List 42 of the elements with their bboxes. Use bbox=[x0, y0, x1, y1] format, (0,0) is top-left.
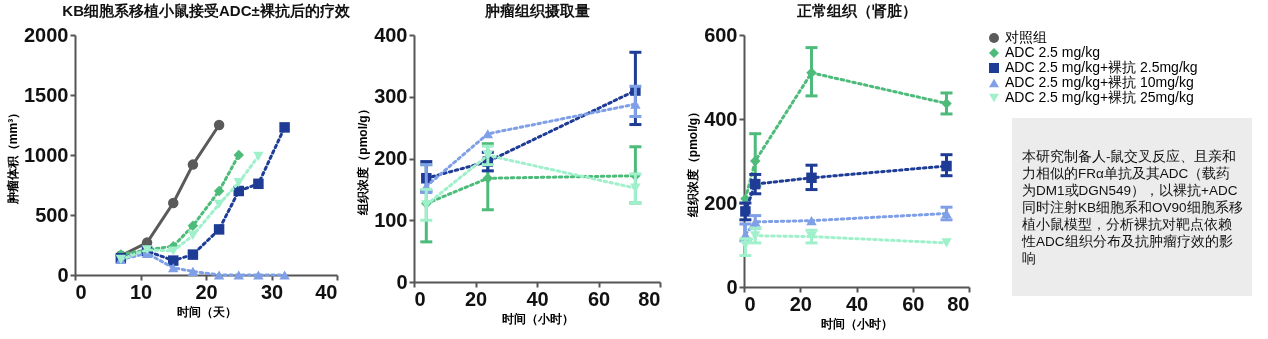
legend-label: ADC 2.5 mg/kg+裸抗 2.5mg/kg bbox=[1005, 59, 1198, 75]
y-axis-title: 组织浓度（pmol/g） bbox=[356, 103, 371, 216]
legend-label: ADC 2.5 mg/kg+裸抗 10mg/kg bbox=[1005, 74, 1194, 90]
x-tick-label: 0 bbox=[414, 287, 426, 310]
x-tick-label: 40 bbox=[845, 292, 869, 315]
chart-title: KB细胞系移植小鼠接受ADC±裸抗后的疗效 bbox=[62, 2, 351, 19]
y-tick-label: 600 bbox=[704, 23, 738, 46]
x-tick-label: 0 bbox=[75, 280, 87, 303]
y-tick-label: 1500 bbox=[24, 83, 69, 106]
y-tick-label: 100 bbox=[374, 208, 408, 231]
legend-label: 对照组 bbox=[1005, 29, 1047, 45]
chart-title: 肿瘤组织摄取量 bbox=[483, 2, 590, 19]
y-tick-label: 2000 bbox=[24, 23, 69, 46]
x-axis-title: 时间（天） bbox=[176, 304, 237, 319]
y-tick-label: 200 bbox=[704, 191, 738, 214]
y-tick-label: 400 bbox=[374, 23, 408, 46]
x-tick-label: 80 bbox=[638, 287, 661, 310]
y-tick-label: 200 bbox=[374, 147, 408, 169]
legend-label: ADC 2.5 mg/kg+裸抗 25mg/kg bbox=[1005, 89, 1194, 105]
y-axis-title: 组织浓度（pmol/g） bbox=[686, 105, 701, 219]
x-tick-label: 40 bbox=[315, 280, 338, 303]
text: 本研究制备人-鼠交叉反应、且亲和力相似的FRα单抗及其ADC（载药为DM1或DGN549），以裸抗+ADC同时注射KB细胞系和OV90细胞系移植小鼠模型，分析裸抗对靶点依赖性ADC组织分布及抗肿瘤疗效的影响 bbox=[1022, 148, 1244, 267]
x-tick-label: 10 bbox=[129, 280, 153, 303]
x-tick-label: 80 bbox=[947, 292, 970, 315]
chart-title: 正常组织（肾脏） bbox=[795, 2, 917, 19]
x-tick-label: 30 bbox=[260, 280, 284, 303]
y-tick-label: 1000 bbox=[24, 143, 69, 166]
x-tick-label: 20 bbox=[464, 287, 488, 310]
y-tick-label: 500 bbox=[35, 203, 69, 226]
y-tick-label: 400 bbox=[704, 107, 738, 130]
x-tick-label: 40 bbox=[526, 287, 549, 310]
x-tick-label: 60 bbox=[587, 287, 611, 310]
x-axis-title: 时间（小时） bbox=[821, 316, 893, 331]
y-axis-title: 肿瘤体积（mm³） bbox=[6, 106, 21, 206]
x-tick-label: 20 bbox=[789, 292, 812, 315]
x-tick-label: 60 bbox=[902, 292, 925, 315]
x-tick-label: 0 bbox=[744, 292, 756, 315]
x-axis-title: 时间（小时） bbox=[501, 311, 574, 326]
x-tick-label: 20 bbox=[195, 280, 218, 303]
legend-label: ADC 2.5 mg/kg bbox=[1005, 44, 1100, 60]
y-tick-label: 300 bbox=[374, 85, 408, 108]
y-tick-label: 0 bbox=[57, 263, 69, 286]
